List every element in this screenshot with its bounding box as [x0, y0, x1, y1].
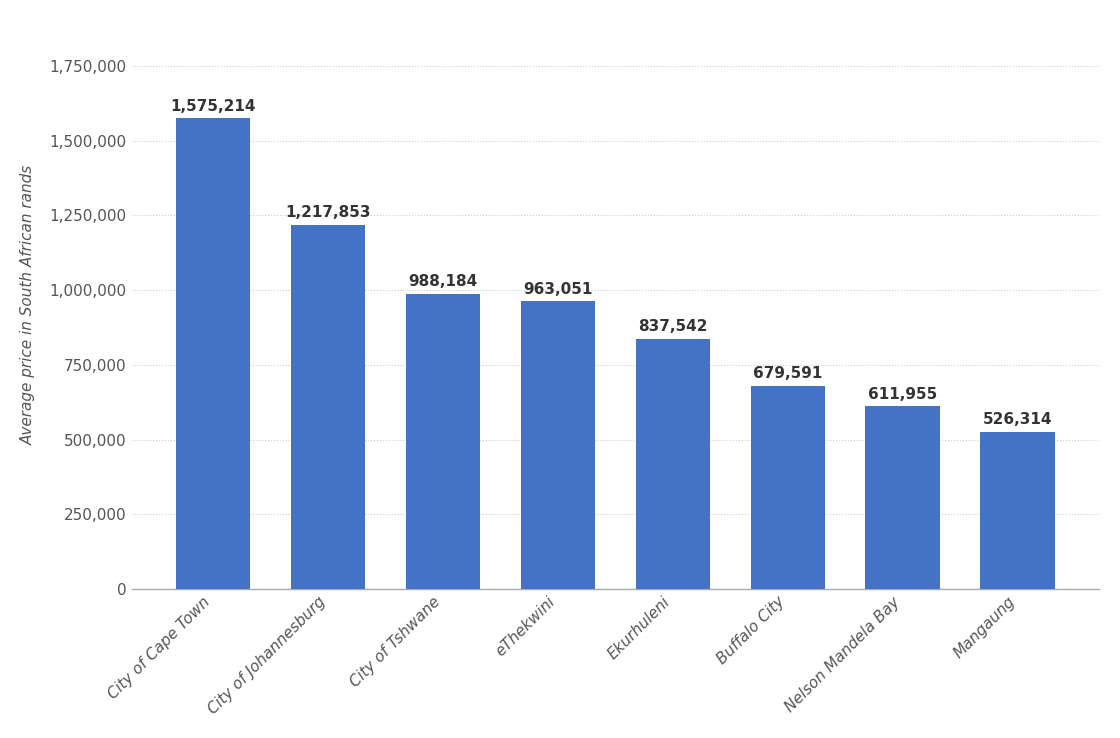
- Text: 988,184: 988,184: [409, 274, 477, 289]
- Text: 1,217,853: 1,217,853: [286, 205, 371, 221]
- Bar: [750, 386, 825, 589]
- Text: 1,575,214: 1,575,214: [170, 98, 255, 114]
- Text: 611,955: 611,955: [868, 387, 937, 401]
- Text: 837,542: 837,542: [638, 320, 708, 334]
- Bar: [176, 118, 251, 589]
- Bar: [980, 432, 1055, 589]
- Bar: [405, 294, 480, 589]
- Text: 679,591: 679,591: [754, 367, 822, 382]
- Text: 963,051: 963,051: [523, 282, 592, 297]
- Bar: [866, 406, 940, 589]
- Bar: [291, 225, 365, 589]
- Bar: [521, 301, 596, 589]
- Text: 526,314: 526,314: [983, 413, 1053, 427]
- Bar: [635, 339, 710, 589]
- Y-axis label: Average price in South African rands: Average price in South African rands: [21, 165, 36, 445]
